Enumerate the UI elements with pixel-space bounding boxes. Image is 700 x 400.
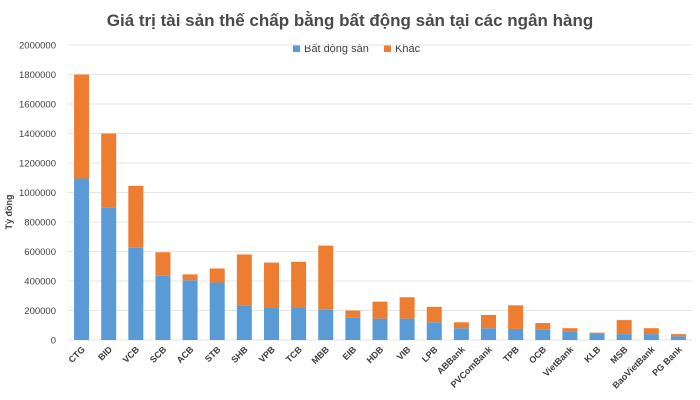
bar-bat-dong-san	[128, 247, 144, 340]
bar-bat-dong-san	[318, 309, 334, 340]
bar-bat-dong-san	[263, 307, 279, 340]
y-tick-label: 1200000	[19, 159, 56, 170]
x-tick-label: HDB	[365, 344, 386, 365]
x-tick-label: OCB	[527, 344, 549, 366]
bar-bat-dong-san	[589, 333, 605, 340]
y-tick-label: 600000	[24, 247, 56, 258]
bar-khac	[508, 305, 524, 329]
x-tick-label: VCB	[121, 344, 142, 365]
bar-bat-dong-san	[670, 336, 686, 340]
bar-khac	[182, 274, 198, 281]
bar-bat-dong-san	[345, 317, 361, 340]
bar-khac	[643, 328, 659, 335]
bar-bat-dong-san	[426, 322, 442, 340]
x-tick-label: SCB	[148, 344, 169, 365]
bar-bat-dong-san	[616, 334, 632, 340]
y-tick-label: 400000	[24, 277, 56, 288]
bar-khac	[589, 332, 605, 334]
bar-bat-dong-san	[372, 318, 388, 340]
x-tick-label: STB	[203, 344, 223, 364]
x-tick-label: MBB	[310, 344, 332, 366]
bar-khac	[263, 262, 279, 308]
x-tick-label: EIB	[341, 344, 359, 362]
x-tick-label: TCB	[284, 344, 305, 365]
bar-khac	[128, 185, 144, 248]
bar-bat-dong-san	[562, 331, 578, 340]
bars	[74, 74, 686, 340]
bar-khac	[155, 252, 171, 276]
bar-khac	[291, 261, 307, 308]
bar-khac	[535, 323, 551, 330]
bar-khac	[399, 297, 415, 319]
x-tick-label: TPB	[501, 344, 521, 364]
bar-khac	[209, 268, 225, 283]
y-tick-label: 2000000	[19, 41, 56, 52]
bar-khac	[74, 74, 90, 179]
bar-bat-dong-san	[155, 275, 171, 340]
x-tick-label: VietBank	[541, 344, 576, 379]
bar-khac	[616, 320, 632, 335]
x-tick-label: KLB	[582, 344, 603, 365]
x-tick-label: CTG	[66, 344, 87, 365]
bar-bat-dong-san	[508, 328, 524, 340]
x-tick-label: VIB	[395, 344, 413, 362]
x-tick-label: ACB	[175, 344, 196, 365]
bar-bat-dong-san	[74, 178, 90, 340]
bar-khac	[372, 301, 388, 319]
y-axis-ticks: 0 200000 400000 600000 800000 1000000 1200000 1…	[19, 41, 56, 347]
bar-khac	[318, 245, 334, 310]
bar-bat-dong-san	[291, 307, 307, 340]
chart-title: Giá trị tài sản thế chấp bằng bất động s…	[107, 11, 593, 30]
bar-khac	[453, 322, 469, 329]
y-tick-label: 0	[51, 336, 56, 347]
legend-swatch	[293, 45, 300, 52]
x-tick-label: PG Bank	[650, 344, 684, 378]
x-axis-ticks: CTG BID VCB SCB ACB STB SHB VPB TCB MBB EIB HDB VIB L…	[66, 344, 684, 391]
bar-khac	[426, 306, 442, 323]
bar-khac	[236, 254, 252, 306]
bar-bat-dong-san	[236, 305, 252, 340]
bar-khac	[101, 133, 117, 208]
bar-khac	[562, 328, 578, 332]
bar-bat-dong-san	[209, 282, 225, 340]
y-tick-label: 1000000	[19, 188, 56, 199]
x-tick-label: SHB	[229, 344, 250, 365]
bar-khac	[670, 334, 686, 337]
legend-label: Khác	[395, 43, 421, 55]
y-tick-label: 1800000	[19, 70, 56, 81]
bar-bat-dong-san	[399, 318, 415, 340]
bar-bat-dong-san	[182, 280, 198, 340]
x-tick-label: MSB	[608, 344, 630, 366]
bar-bat-dong-san	[481, 328, 497, 340]
bar-bat-dong-san	[535, 329, 551, 340]
bar-bat-dong-san	[453, 328, 469, 340]
bar-khac	[345, 310, 361, 318]
y-tick-label: 800000	[24, 218, 56, 229]
bar-bat-dong-san	[643, 334, 659, 340]
bar-khac	[481, 314, 497, 329]
x-tick-label: BID	[96, 344, 114, 362]
legend: Bất động sản Khác	[293, 43, 421, 55]
bar-bat-dong-san	[101, 207, 117, 340]
y-tick-label: 1600000	[19, 100, 56, 111]
x-tick-label: VPB	[257, 344, 278, 365]
legend-swatch	[384, 45, 391, 52]
y-tick-label: 200000	[24, 306, 56, 317]
legend-label: Bất động sản	[304, 43, 369, 55]
y-tick-label: 1400000	[19, 129, 56, 140]
x-tick-label: LPB	[420, 344, 440, 364]
y-axis-label: Tỷ đồng	[4, 195, 14, 230]
